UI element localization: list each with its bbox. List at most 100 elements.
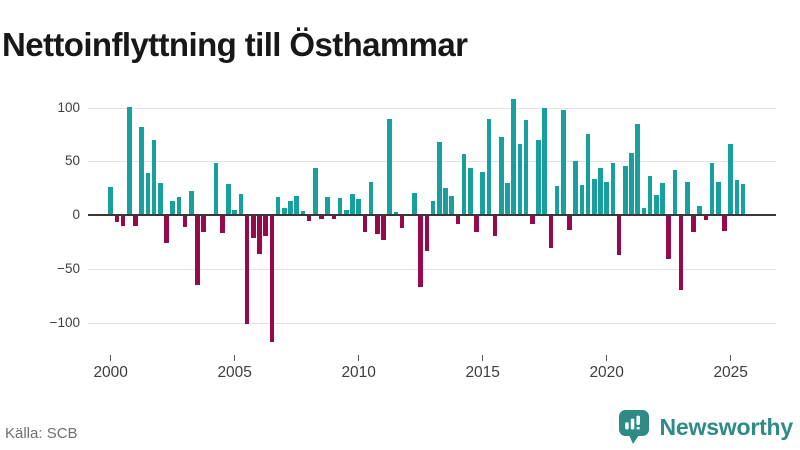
bar [399, 216, 405, 228]
bar [604, 181, 609, 214]
bar [697, 206, 702, 214]
bar [486, 119, 492, 214]
gridline [88, 268, 776, 270]
x-tick-label: 2015 [465, 364, 500, 381]
bar [232, 209, 237, 214]
bar [368, 181, 374, 214]
bar [654, 194, 659, 214]
zero-baseline [88, 214, 776, 216]
bar [554, 186, 560, 214]
bar [344, 209, 349, 214]
bar [672, 169, 678, 214]
bar [567, 216, 572, 230]
brand-name: Newsworthy [659, 413, 794, 440]
plot-area [88, 85, 776, 360]
bar [114, 216, 120, 223]
bar [282, 207, 287, 214]
x-tick-label: 2025 [713, 364, 748, 381]
bar [722, 216, 727, 232]
bar [300, 210, 306, 214]
newsworthy-icon [618, 410, 649, 444]
gridline [88, 161, 776, 163]
bar [598, 167, 603, 214]
y-axis-labels: 100 50 0 −50 −100 [36, 85, 80, 360]
bar [461, 153, 467, 214]
bar [647, 176, 653, 214]
bar [158, 182, 163, 214]
x-tick-mark [481, 355, 484, 361]
bar [375, 216, 380, 235]
x-tick-mark [605, 355, 608, 361]
bar [393, 211, 399, 214]
bar [350, 193, 355, 214]
x-tick-label: 2005 [217, 364, 252, 381]
bar [523, 120, 529, 214]
bar [294, 195, 299, 214]
bar [740, 183, 746, 214]
newsworthy-logo[interactable]: Newsworthy [618, 408, 793, 446]
bar [244, 216, 250, 324]
bar [610, 163, 616, 214]
bar [424, 216, 430, 252]
bar [548, 216, 554, 249]
y-tick-label: 100 [57, 99, 80, 115]
bar [455, 216, 461, 224]
bar [275, 196, 281, 214]
bar [685, 181, 690, 214]
bar [176, 196, 182, 214]
bar [430, 201, 436, 214]
y-tick-label: 50 [64, 153, 80, 169]
bar [418, 216, 423, 287]
bar [269, 216, 275, 342]
bar [263, 216, 268, 237]
bar [666, 216, 671, 259]
bar [182, 216, 188, 227]
bar [542, 107, 547, 214]
chart-title: Nettoinflyttning till Östhammar [2, 26, 468, 64]
bar [728, 144, 733, 214]
bar [443, 188, 448, 214]
bar [499, 136, 504, 214]
bar [709, 163, 715, 214]
bar [517, 144, 523, 214]
bar [635, 123, 640, 214]
bar [288, 201, 293, 214]
x-tick-label: 2000 [93, 364, 128, 381]
bar [716, 181, 721, 214]
bar [238, 193, 244, 214]
bar [331, 216, 337, 220]
bar [734, 179, 740, 214]
bar [381, 216, 386, 240]
bar [629, 152, 634, 214]
bar [189, 191, 194, 214]
x-tick-mark [357, 355, 360, 361]
bar [691, 216, 696, 233]
y-tick-label: −50 [57, 260, 80, 276]
bar [511, 98, 516, 214]
bar [306, 216, 312, 222]
bar [573, 161, 578, 214]
bar [579, 184, 585, 214]
source-label: Källa: SCB [5, 425, 78, 442]
bar [151, 139, 157, 214]
bar [660, 182, 665, 214]
bar [530, 216, 535, 224]
bar [251, 216, 256, 238]
bar [195, 216, 200, 285]
bar [164, 216, 169, 243]
bar [120, 216, 126, 226]
bar [536, 139, 541, 214]
bar [449, 195, 454, 214]
bar [437, 141, 442, 214]
bar [145, 173, 151, 214]
bar [319, 216, 324, 220]
x-tick-mark [233, 355, 236, 361]
gridline [88, 322, 776, 324]
x-tick-label: 2010 [341, 364, 376, 381]
y-tick-label: 0 [72, 207, 80, 222]
y-tick-label: −100 [49, 314, 80, 330]
bar [492, 216, 498, 237]
bar [623, 165, 628, 214]
bar [226, 183, 231, 214]
